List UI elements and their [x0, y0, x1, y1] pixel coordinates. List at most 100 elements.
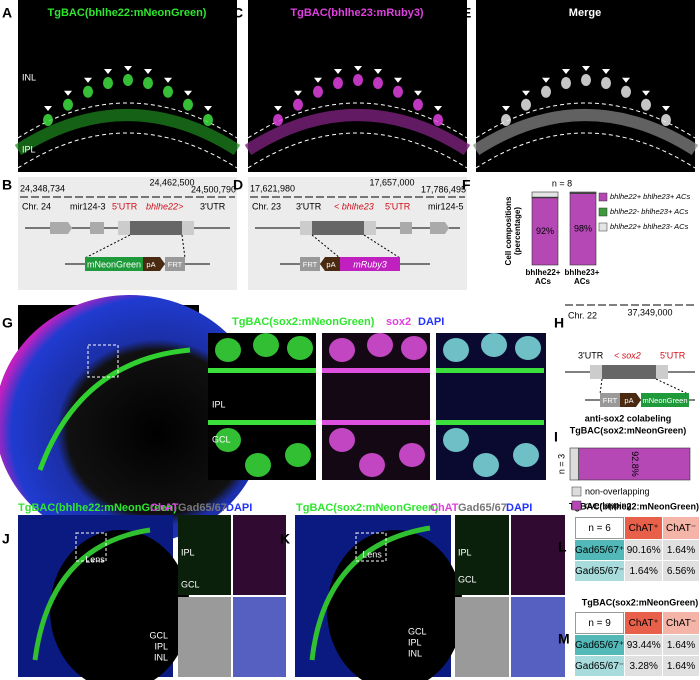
cell [661, 114, 671, 126]
table-cell: 3.28% [625, 656, 663, 676]
arrowhead [104, 69, 112, 75]
f-category: bhlhe22+ ACs [525, 268, 561, 286]
cell [541, 85, 551, 98]
table-cell: ChAT⁺ [625, 517, 663, 539]
label: DAPI [418, 316, 444, 328]
cell [393, 85, 403, 98]
table-cell: 93.44% [625, 635, 663, 655]
label: pA [624, 396, 633, 405]
legend-swatch [598, 192, 608, 202]
legend-swatch [571, 486, 582, 497]
label: INL [22, 72, 36, 82]
cell [401, 336, 427, 360]
cell [287, 336, 313, 360]
cell [285, 443, 311, 467]
arrowhead [84, 77, 92, 83]
arrowhead [124, 66, 132, 71]
roi-k [355, 532, 387, 562]
cell [43, 114, 53, 126]
arrowhead [622, 77, 630, 83]
label: ChAT [430, 502, 459, 514]
label: 17,786,495 [421, 184, 466, 194]
value-label: 98% [574, 224, 592, 234]
label: E [462, 5, 471, 21]
table-cell: ChAT⁺ [625, 612, 663, 634]
label: < bhlhe23 [334, 201, 374, 211]
lens-j [50, 530, 190, 680]
table-cell: 6.56% [663, 561, 699, 581]
table-row: n = 6 ChAT⁺ ChAT⁻ [575, 517, 699, 539]
label: ChAT [150, 502, 179, 514]
arrowhead [374, 69, 382, 75]
label: TgBAC(sox2:mNeonGreen) [582, 597, 699, 607]
label: 3'UTR [578, 350, 604, 360]
cell [521, 98, 531, 111]
cell [143, 77, 153, 90]
ipl-band [322, 420, 430, 425]
cell [203, 114, 213, 126]
table-row: n = 9 ChAT⁺ ChAT⁻ [575, 612, 699, 634]
cell [513, 443, 539, 467]
label: TgBAC(bhlhe22:mNeonGreen) [18, 502, 177, 514]
arrowhead [274, 106, 282, 111]
arrowhead [144, 69, 152, 75]
label: mNeonGreen [87, 259, 141, 269]
image-c [248, 0, 467, 172]
ipl-band [208, 420, 316, 425]
label: anti-sox2 colabeling [585, 413, 672, 423]
cell [329, 428, 355, 452]
bar-segment [531, 191, 559, 198]
cell-dots [43, 66, 671, 126]
cell [313, 85, 323, 98]
label: 3'UTR [296, 201, 322, 211]
cell [515, 336, 541, 360]
label: GCL [408, 626, 427, 636]
legend-label: bhlhe22- bhlhe23+ ACs [610, 207, 689, 216]
label: GCL [212, 434, 231, 444]
inset-k1 [455, 515, 509, 595]
ipl-band [208, 368, 316, 373]
arrowhead [642, 90, 650, 96]
label: n = 8 [552, 178, 572, 188]
table-row: Gad65/67⁻ 3.28% 1.64% [575, 656, 699, 676]
label: IPL [458, 547, 472, 557]
cell [63, 98, 73, 111]
legend-label: overlapping [585, 500, 632, 510]
cell [245, 453, 271, 477]
cell [215, 338, 241, 362]
cell [293, 98, 303, 111]
arrowhead [64, 90, 72, 96]
label: FRT [303, 260, 318, 269]
table-cell: Gad65/67⁻ [575, 656, 625, 676]
label: bhlhe22> [146, 201, 183, 211]
image-e [476, 0, 695, 172]
arrowhead [562, 69, 570, 75]
value-label: 92% [536, 226, 554, 236]
cell [399, 443, 425, 467]
label: I [554, 429, 558, 445]
label: B [2, 177, 12, 193]
label: mNeonGreen [642, 396, 687, 405]
table-cell: Gad65/67⁻ [575, 561, 625, 581]
label: TgBAC(sox2:mNeonGreen) [570, 425, 687, 435]
arrowhead [334, 69, 342, 75]
inset-j1 [178, 515, 231, 595]
label: GCL [458, 574, 477, 584]
inset-j3 [178, 597, 231, 677]
cell [601, 77, 611, 90]
label: K [280, 531, 290, 547]
cell [183, 98, 193, 111]
arrowhead [414, 90, 422, 96]
table-cell: ChAT⁻ [663, 517, 699, 539]
cell [103, 77, 113, 90]
label: IPL [408, 637, 422, 647]
table-cell: n = 6 [575, 517, 625, 539]
label: TgBAC(bhlhe22:mNeonGreen) [569, 501, 699, 511]
label: M [558, 631, 570, 647]
label: INL [408, 648, 422, 658]
table-cell: 1.64% [663, 656, 699, 676]
label: pA [326, 260, 335, 269]
label: 5'UTR [385, 201, 411, 211]
ipl-band [436, 420, 544, 425]
